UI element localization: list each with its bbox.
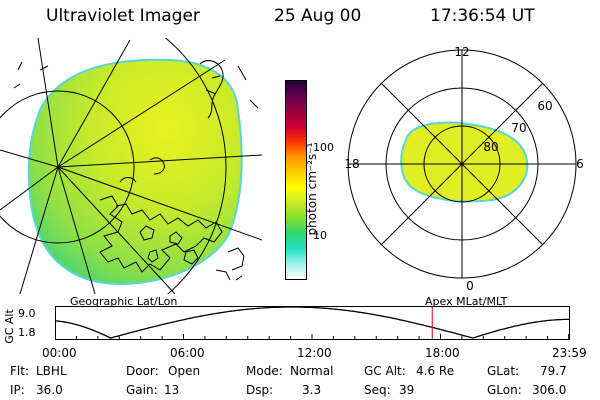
time-axis-label: 23:59 [552,346,587,360]
altitude-curve [55,306,569,339]
info-gain-label: Gain: [126,383,158,397]
mlt-label: 12 [454,45,469,59]
info-ip-label: IP: [10,383,25,397]
info-gain-value: 13 [164,383,180,397]
mlat-label: 60 [537,99,552,113]
apex-panel-label: Apex MLat/MLT [425,295,508,308]
apex-polar-plot: 12 6 0 18 60 70 80 [344,45,584,292]
info-gcalt-label: GC Alt: [364,364,406,378]
info-door-label: Door: [126,364,159,378]
info-seq-label: Seq: [364,383,391,397]
time-axis-label: 18:00 [425,346,460,360]
coastline-outline [237,65,259,109]
coastline-outline [119,157,165,183]
altitude-plot [55,306,570,340]
mlat-label: 70 [511,121,526,135]
colorbar [285,80,307,280]
info-flt-value: LBHL [36,364,67,378]
date-label: 25 Aug 00 [274,6,362,26]
mlt-label: 6 [576,157,584,171]
time-axis-label: 12:00 [297,346,332,360]
time-label: 17:36:54 UT [430,6,535,26]
info-dsp-label: Dsp: [246,383,274,397]
coastline-outline [13,61,49,89]
info-mode-label: Mode: [246,364,283,378]
mlat-label: 80 [483,140,498,154]
altitude-x-ticks [55,334,570,339]
mlt-label: 0 [466,279,474,292]
altitude-axis-label: GC Alt [2,309,16,344]
info-gcalt-value: 4.6 Re [416,364,455,378]
info-glon-label: GLon: [487,383,522,397]
info-door-value: Open [168,364,201,378]
geographic-panel-label: Geographic Lat/Lon [70,295,178,308]
info-ip-value: 36.0 [36,383,63,397]
geographic-emission-region [27,58,243,286]
info-glat-label: GLat: [487,364,520,378]
instrument-title: Ultraviolet Imager [46,6,200,26]
colorbar-unit-label: photon cm⁻²s⁻¹ [305,142,319,236]
altitude-y-tick: 1.8 [18,326,36,339]
time-axis-label: 00:00 [42,346,77,360]
coastline-outline [99,195,223,273]
time-axis-label: 06:00 [170,346,205,360]
info-dsp-value: 3.3 [302,383,322,397]
info-mode-value: Normal [290,364,334,378]
coastline-outline [139,225,199,265]
info-seq-value: 39 [399,383,415,397]
info-flt-label: Flt: [10,364,29,378]
altitude-y-tick: 9.0 [18,307,36,320]
info-glon-value: 306.0 [532,383,567,397]
colorbar-tick-label: 10 [313,229,327,242]
mlt-label: 18 [344,157,359,171]
info-glat-value: 79.7 [540,364,567,378]
colorbar-tick-label: 100 [313,141,334,154]
coastline-outline [215,247,245,281]
geographic-image-panel [0,38,262,294]
coastline-outline [199,60,224,119]
